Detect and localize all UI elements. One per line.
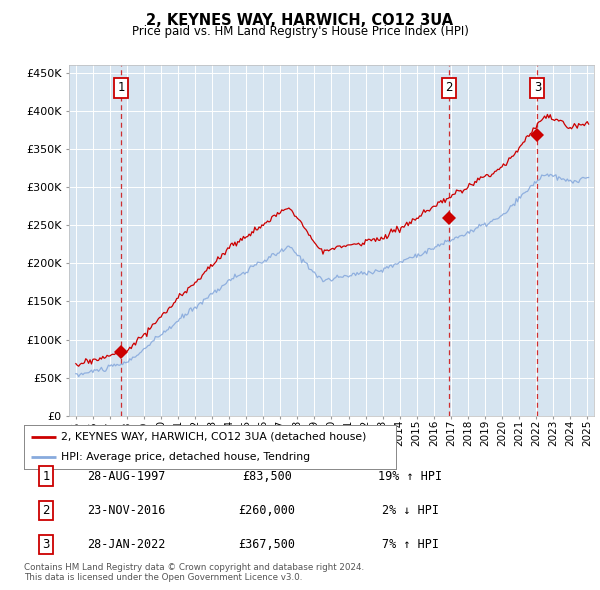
- Text: 28-AUG-1997: 28-AUG-1997: [87, 470, 166, 483]
- Text: 7% ↑ HPI: 7% ↑ HPI: [382, 538, 439, 551]
- Text: 2% ↓ HPI: 2% ↓ HPI: [382, 504, 439, 517]
- Text: HPI: Average price, detached house, Tendring: HPI: Average price, detached house, Tend…: [61, 452, 310, 462]
- Text: 19% ↑ HPI: 19% ↑ HPI: [379, 470, 442, 483]
- Text: Contains HM Land Registry data © Crown copyright and database right 2024.
This d: Contains HM Land Registry data © Crown c…: [24, 563, 364, 582]
- Text: Price paid vs. HM Land Registry's House Price Index (HPI): Price paid vs. HM Land Registry's House …: [131, 25, 469, 38]
- Text: £367,500: £367,500: [238, 538, 295, 551]
- Text: 2, KEYNES WAY, HARWICH, CO12 3UA (detached house): 2, KEYNES WAY, HARWICH, CO12 3UA (detach…: [61, 432, 367, 442]
- Text: 2: 2: [43, 504, 50, 517]
- Text: 3: 3: [43, 538, 50, 551]
- Text: 28-JAN-2022: 28-JAN-2022: [87, 538, 166, 551]
- Text: 1: 1: [43, 470, 50, 483]
- Text: £83,500: £83,500: [242, 470, 292, 483]
- Text: 3: 3: [534, 81, 541, 94]
- Text: 23-NOV-2016: 23-NOV-2016: [87, 504, 166, 517]
- Text: 2, KEYNES WAY, HARWICH, CO12 3UA: 2, KEYNES WAY, HARWICH, CO12 3UA: [146, 13, 454, 28]
- Text: 2: 2: [445, 81, 453, 94]
- Text: £260,000: £260,000: [238, 504, 295, 517]
- Text: 1: 1: [117, 81, 125, 94]
